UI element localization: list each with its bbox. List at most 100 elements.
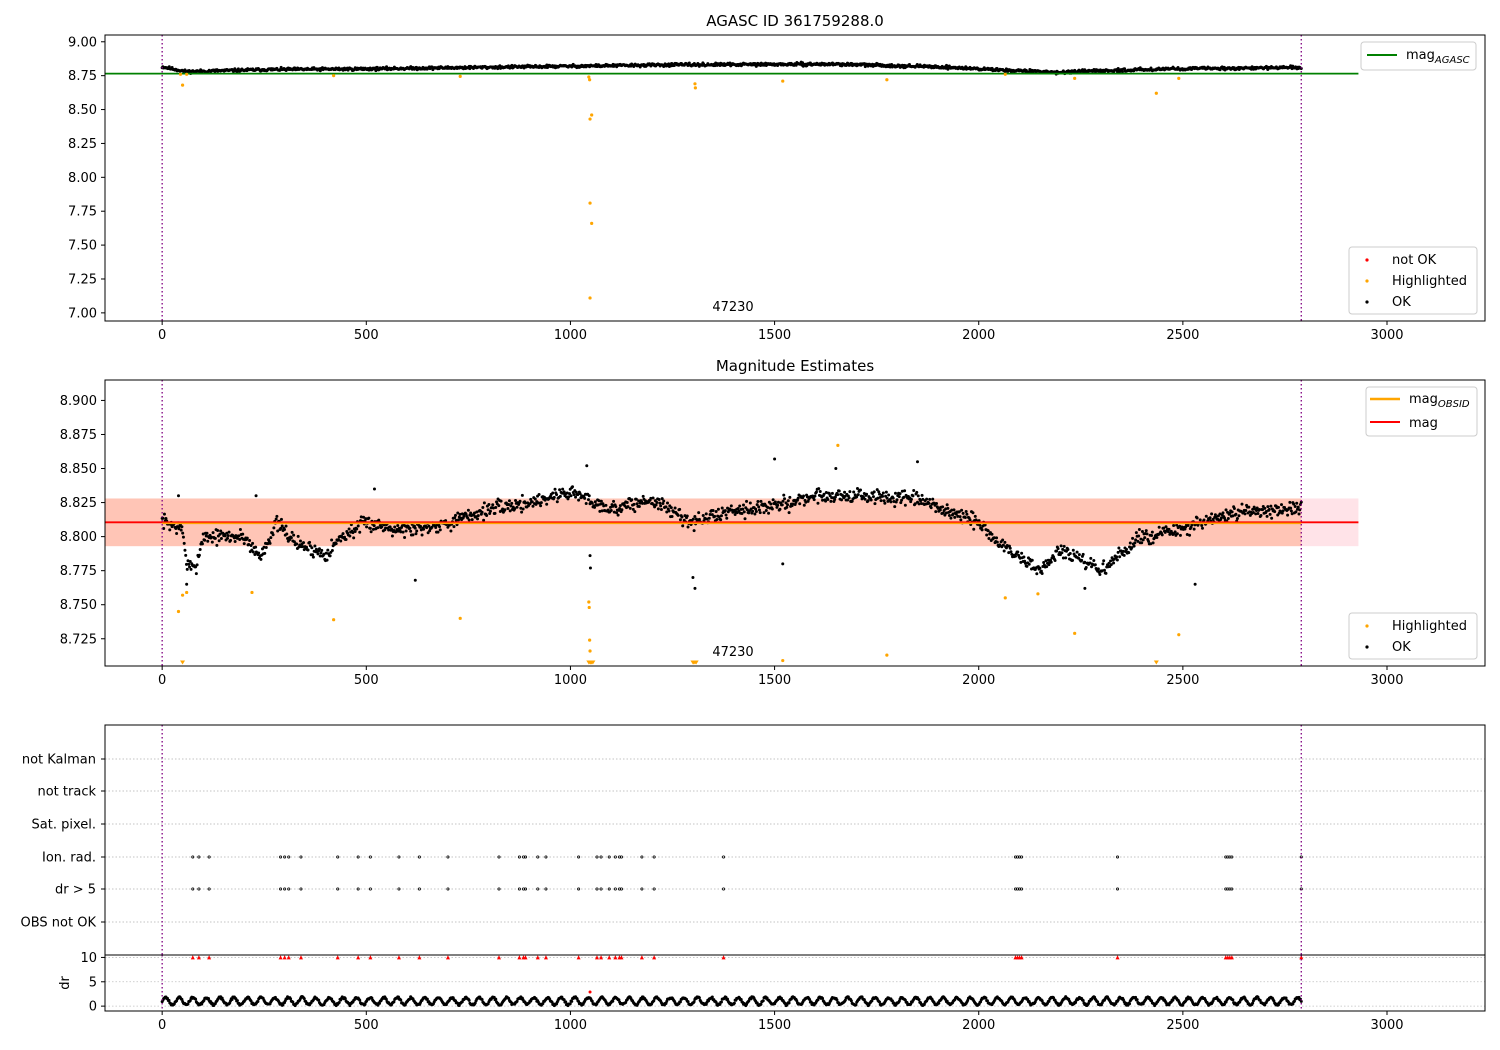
ok-point (704, 512, 708, 516)
x-tick-label: 1000 (554, 328, 587, 343)
ok-point (1035, 572, 1039, 576)
ok-point (631, 507, 635, 511)
flag-point (1116, 855, 1120, 859)
dr-point (726, 997, 730, 1001)
panel-magnitude-estimates: Magnitude Estimates 0 500 1000 1500 2000 2500… (60, 357, 1486, 688)
ok-point (941, 511, 945, 515)
ok-point (428, 529, 432, 533)
ok-point (275, 514, 279, 518)
ok-point (897, 495, 901, 499)
dr-point (396, 995, 400, 999)
ok-point (305, 545, 309, 549)
dr-point (984, 996, 988, 1000)
flag-point (368, 887, 372, 891)
ok-point (824, 491, 828, 495)
ok-point (188, 559, 192, 563)
panel-flags-plot-area (105, 725, 1485, 955)
ok-point (292, 533, 296, 537)
flag-point (517, 855, 521, 859)
ok-point (964, 509, 968, 513)
ok-point (572, 493, 576, 497)
y-tick-label: 8.25 (68, 137, 97, 152)
ok-point (348, 534, 352, 538)
flag-point (652, 855, 656, 859)
ok-point (714, 509, 718, 513)
ok-point (798, 502, 802, 506)
ok-point (1080, 558, 1084, 562)
ok-point (1084, 565, 1088, 569)
ok-point (488, 509, 492, 513)
ok-point (201, 532, 205, 536)
dr-point (317, 998, 321, 1002)
ok-point (1256, 511, 1260, 515)
flag-point (279, 887, 283, 891)
dr-point (235, 999, 239, 1003)
ok-point (764, 509, 768, 513)
y-tick-label: 0 (89, 1000, 97, 1015)
ok-point (701, 514, 705, 518)
ok-point (227, 530, 231, 534)
legend-highlighted-label: Highlighted (1392, 619, 1467, 634)
flag-point (287, 855, 291, 859)
ok-point (533, 497, 537, 501)
ok-point (183, 548, 187, 552)
ok-point (1134, 538, 1138, 542)
dr-point (1223, 1002, 1227, 1006)
ok-point (915, 490, 919, 494)
ok-point (963, 516, 967, 520)
panel-dr-frame (104, 954, 1486, 1012)
ok-point (476, 517, 480, 521)
ok-point (225, 531, 229, 535)
ok-point (1257, 508, 1261, 512)
ok-point (1022, 555, 1026, 559)
dr-point (692, 1000, 696, 1004)
legend-ok-label: OK (1392, 295, 1411, 310)
ok-point (762, 511, 766, 515)
ok-point (1060, 551, 1064, 555)
x-tick-label: 1000 (554, 1018, 587, 1033)
ok-point (943, 513, 947, 517)
ok-point (1014, 554, 1018, 558)
dr-capped-marker (278, 955, 283, 960)
ok-point (1150, 534, 1154, 538)
flag-point (1020, 887, 1024, 891)
ok-point (855, 486, 859, 490)
flag-row-label: OBS not OK (21, 916, 97, 931)
dr-point (480, 997, 484, 1001)
ok-point (863, 497, 867, 501)
flag-point (1230, 887, 1234, 891)
ok-point (427, 524, 431, 528)
ok-point (1117, 546, 1121, 550)
dr-capped-marker (196, 955, 201, 960)
dr-capped-marker (496, 955, 501, 960)
ok-point (776, 500, 780, 504)
ok-point (1144, 529, 1148, 533)
ok-point (188, 565, 192, 569)
ok-point (925, 497, 929, 501)
ok-point (503, 508, 507, 512)
ok-point (604, 503, 608, 507)
highlighted-point (885, 653, 889, 657)
flag-point (336, 855, 340, 859)
ok-point (289, 536, 293, 540)
ok-point (1127, 551, 1131, 555)
highlighted-point (590, 113, 594, 117)
ok-point (1193, 582, 1197, 586)
x-tick-label: 1500 (758, 328, 791, 343)
ok-point (678, 507, 682, 511)
x-tick-label: 2000 (962, 1018, 995, 1033)
ok-point (900, 489, 904, 493)
ok-point (359, 515, 363, 519)
ok-point (1251, 510, 1255, 514)
ok-point (614, 505, 618, 509)
ok-point (242, 542, 246, 546)
ok-point (1009, 550, 1013, 554)
ok-point (1077, 553, 1081, 557)
panel-agasc-legend-lower: not OK Highlighted OK (1348, 246, 1478, 315)
ok-point (995, 540, 999, 544)
ok-point (1175, 523, 1179, 527)
highlighted-point (1154, 91, 1158, 95)
flag-point (607, 855, 611, 859)
flag-point (536, 855, 540, 859)
